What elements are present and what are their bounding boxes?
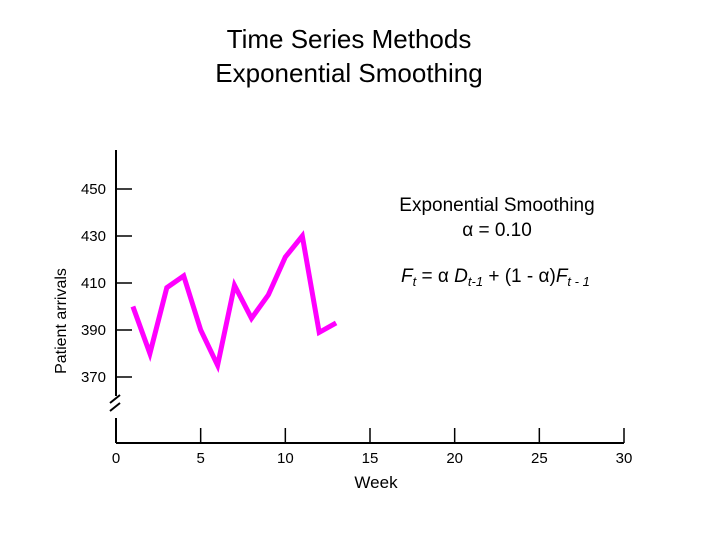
y-tick-label: 450 bbox=[81, 181, 106, 198]
x-tick-label: 15 bbox=[362, 450, 379, 467]
y-tick-label: 410 bbox=[81, 275, 106, 292]
y-tick-label: 390 bbox=[81, 322, 106, 339]
y-tick-label: 370 bbox=[81, 369, 106, 386]
x-tick-label: 10 bbox=[277, 450, 294, 467]
chart-title-line-2: Exponential Smoothing bbox=[215, 58, 483, 88]
ticks: 370 390 410 430 450 0 5 10 15 20 25 30 bbox=[81, 181, 632, 467]
axis-break-mark-upper bbox=[109, 394, 121, 404]
x-tick-label: 20 bbox=[446, 450, 463, 467]
x-axis-label: Week bbox=[354, 473, 398, 492]
series-layer bbox=[130, 230, 338, 374]
y-axis-label: Patient arrivals bbox=[53, 268, 70, 374]
y-tick-label: 430 bbox=[81, 228, 106, 245]
annotation-formula: Ft = α Dt-1 + (1 - α)Ft - 1 bbox=[401, 266, 590, 289]
annotation-alpha: α = 0.10 bbox=[462, 220, 532, 241]
axes bbox=[109, 150, 624, 444]
chart-title-line-1: Time Series Methods bbox=[226, 24, 472, 54]
axis-break-mark-lower bbox=[109, 402, 121, 412]
x-tick-label: 0 bbox=[112, 450, 120, 467]
x-tick-label: 30 bbox=[616, 450, 633, 467]
x-tick-label: 25 bbox=[531, 450, 548, 467]
series-line bbox=[130, 230, 338, 374]
x-tick-label: 5 bbox=[196, 450, 204, 467]
annotation-method: Exponential Smoothing bbox=[399, 195, 594, 216]
